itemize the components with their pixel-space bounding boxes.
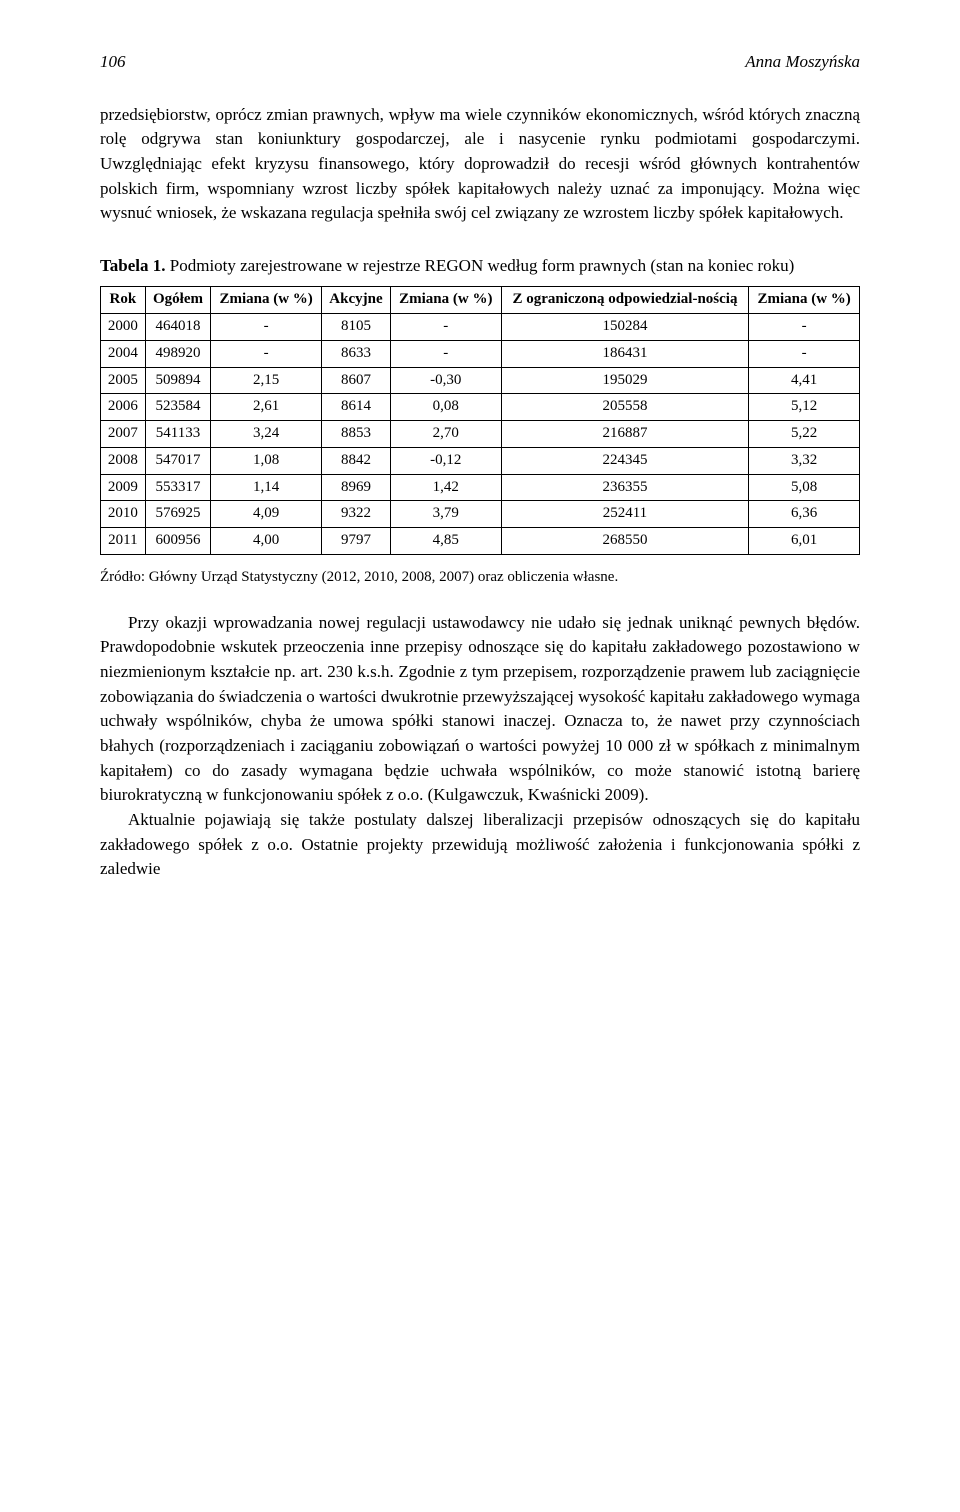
table-cell: -0,12 [390,447,501,474]
table-cell: - [749,314,860,341]
paragraph-2-wrap: Przy okazji wprowadzania nowej regulacji… [100,611,860,882]
table-cell: 8105 [321,314,390,341]
author-name: Anna Moszyńska [745,50,860,75]
table-cell: 4,41 [749,367,860,394]
table-cell: 8853 [321,421,390,448]
table-cell: - [749,340,860,367]
table-cell: 553317 [145,474,211,501]
table-row: 20095533171,1489691,422363555,08 [101,474,860,501]
table-title-text: Podmioty zarejestrowane w rejestrze REGO… [166,256,795,275]
table-cell: 8842 [321,447,390,474]
table-row: 20075411333,2488532,702168875,22 [101,421,860,448]
table-cell: - [211,340,322,367]
table-header-row: Rok Ogółem Zmiana (w %) Akcyjne Zmiana (… [101,287,860,314]
table-cell: 5,22 [749,421,860,448]
table-cell: 4,85 [390,528,501,555]
table-cell: 464018 [145,314,211,341]
table-cell: - [390,340,501,367]
regon-table: Rok Ogółem Zmiana (w %) Akcyjne Zmiana (… [100,286,860,555]
table-cell: 2008 [101,447,146,474]
table-cell: - [211,314,322,341]
table-cell: 252411 [501,501,749,528]
table-cell: 2009 [101,474,146,501]
table-cell: 5,08 [749,474,860,501]
table-source: Źródło: Główny Urząd Statystyczny (2012,… [100,567,860,589]
table-cell: 6,01 [749,528,860,555]
table-row: 2004498920-8633-186431- [101,340,860,367]
table-cell: 8969 [321,474,390,501]
th-akcyjne: Akcyjne [321,287,390,314]
table-cell: 4,00 [211,528,322,555]
table-cell: 523584 [145,394,211,421]
table-cell: 2006 [101,394,146,421]
table-cell: - [390,314,501,341]
table-cell: 576925 [145,501,211,528]
table-title-prefix: Tabela 1. [100,256,166,275]
para1-text: przedsiębiorstw, oprócz zmian prawnych, … [100,103,860,226]
table-cell: 2007 [101,421,146,448]
table-cell: 216887 [501,421,749,448]
table-cell: 2005 [101,367,146,394]
table-cell: 2,15 [211,367,322,394]
th-zoo: Z ograniczoną odpowiedzial-nością [501,287,749,314]
table-cell: 5,12 [749,394,860,421]
th-zmiana3: Zmiana (w %) [749,287,860,314]
table-row: 2000464018-8105-150284- [101,314,860,341]
table-cell: 9797 [321,528,390,555]
table-cell: 6,36 [749,501,860,528]
table-row: 20105769254,0993223,792524116,36 [101,501,860,528]
table-cell: 2011 [101,528,146,555]
table-cell: 547017 [145,447,211,474]
table-cell: 2004 [101,340,146,367]
page-header: 106 Anna Moszyńska [100,50,860,75]
table-cell: 268550 [501,528,749,555]
table-cell: 3,24 [211,421,322,448]
table-cell: 205558 [501,394,749,421]
th-rok: Rok [101,287,146,314]
para3-text: Aktualnie pojawiają się także postulaty … [100,808,860,882]
table-cell: 8614 [321,394,390,421]
table-cell: 186431 [501,340,749,367]
table-cell: 150284 [501,314,749,341]
paragraph-1: przedsiębiorstw, oprócz zmian prawnych, … [100,103,860,226]
para2-text: Przy okazji wprowadzania nowej regulacji… [100,611,860,808]
table-cell: 2010 [101,501,146,528]
table-cell: 541133 [145,421,211,448]
th-zmiana1: Zmiana (w %) [211,287,322,314]
table-cell: 4,09 [211,501,322,528]
table-cell: 498920 [145,340,211,367]
table-cell: 8633 [321,340,390,367]
table-cell: 0,08 [390,394,501,421]
table-cell: 9322 [321,501,390,528]
table-cell: 1,08 [211,447,322,474]
table-cell: 2,61 [211,394,322,421]
table-row: 20065235842,6186140,082055585,12 [101,394,860,421]
page-number: 106 [100,50,126,75]
th-zmiana2: Zmiana (w %) [390,287,501,314]
table-body: 2000464018-8105-150284-2004498920-8633-1… [101,314,860,555]
table-cell: 2,70 [390,421,501,448]
table-cell: 3,79 [390,501,501,528]
table-cell: 3,32 [749,447,860,474]
table-cell: 1,14 [211,474,322,501]
table-row: 20116009564,0097974,852685506,01 [101,528,860,555]
table-row: 20085470171,088842-0,122243453,32 [101,447,860,474]
table-cell: 195029 [501,367,749,394]
table-cell: -0,30 [390,367,501,394]
table-title: Tabela 1. Podmioty zarejestrowane w reje… [100,254,860,279]
table-cell: 236355 [501,474,749,501]
th-ogolem: Ogółem [145,287,211,314]
table-row: 20055098942,158607-0,301950294,41 [101,367,860,394]
table-cell: 2000 [101,314,146,341]
table-cell: 224345 [501,447,749,474]
table-cell: 1,42 [390,474,501,501]
table-cell: 8607 [321,367,390,394]
table-cell: 509894 [145,367,211,394]
table-cell: 600956 [145,528,211,555]
